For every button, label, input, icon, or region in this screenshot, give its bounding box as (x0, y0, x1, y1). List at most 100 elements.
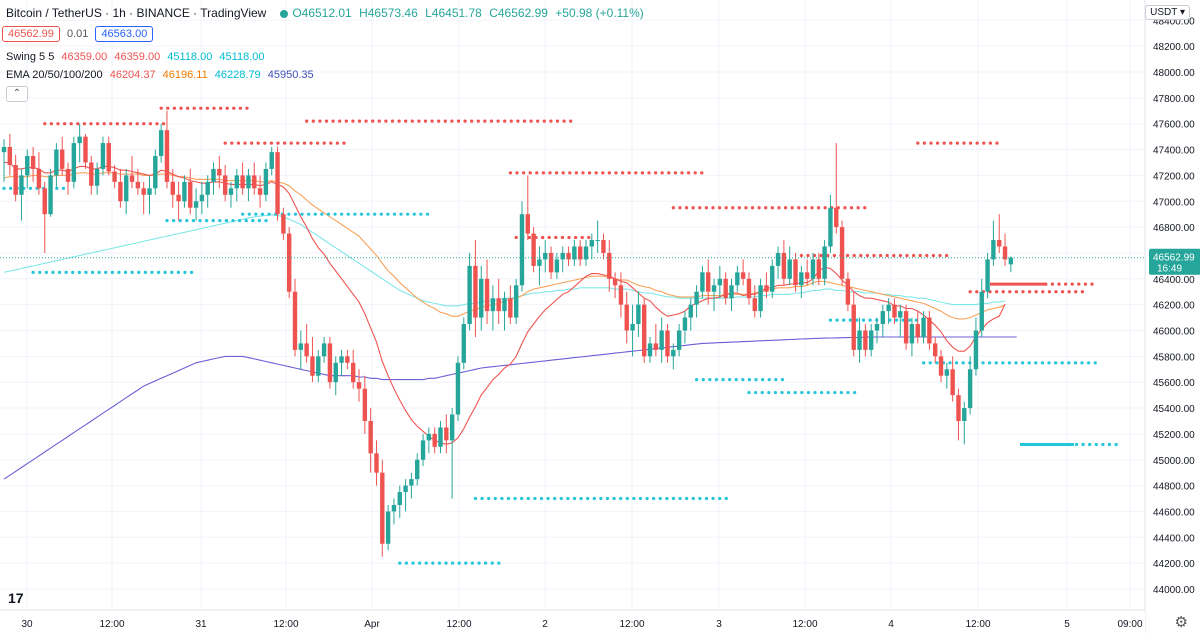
ema-legend[interactable]: EMA 20/50/100/200 46204.37 46196.11 4622… (6, 69, 318, 81)
candle-body (752, 298, 757, 312)
candle-body (770, 265, 775, 292)
candle-body (426, 433, 432, 441)
swing-legend[interactable]: Swing 5 5 46359.00 46359.00 45118.00 451… (6, 51, 269, 63)
candle-body (513, 285, 519, 318)
candle-body (182, 181, 187, 202)
candle-body (356, 382, 362, 389)
candle-body (222, 175, 228, 195)
candle-body (339, 356, 344, 363)
candle-body (601, 240, 606, 253)
time-tick-label: 12:00 (446, 619, 471, 630)
candle-body (479, 278, 484, 318)
candle-body (857, 330, 862, 350)
candle-body (432, 433, 437, 447)
candle-body (211, 168, 216, 182)
candle-body (967, 369, 973, 409)
candle-body (19, 175, 24, 195)
swing-value-1: 46359.00 (61, 51, 108, 63)
candle-body (48, 175, 53, 215)
candle-body (1, 146, 7, 153)
candle-body (927, 317, 932, 344)
price-axis: 44000.00 44200.00 44400.00 44600.00 44800.00… (1144, 0, 1200, 633)
candle-body (89, 162, 94, 186)
candle-body (903, 311, 909, 344)
gear-icon[interactable]: ⚙ (1174, 614, 1188, 631)
time-axis-bg (0, 610, 1145, 633)
candle-body (461, 324, 466, 363)
candle-body (822, 246, 827, 279)
candle-body (199, 194, 205, 202)
last-price-label: 46562.99 (1153, 253, 1195, 264)
candle-body (525, 214, 530, 234)
candle-body (83, 136, 88, 163)
candle-body (793, 259, 798, 286)
candle-body (566, 252, 571, 260)
candle-body (147, 188, 152, 195)
price-tick-label: 44600.00 (1153, 507, 1195, 518)
candle-body (874, 324, 880, 331)
tradingview-logo[interactable]: 17 (8, 590, 24, 606)
candle-body (915, 324, 920, 337)
time-tick-label: 2 (542, 619, 548, 630)
candle-body (775, 252, 781, 266)
currency-selector[interactable]: USDT ▾ (1145, 5, 1190, 20)
time-tick-label: 30 (21, 619, 33, 630)
candle-body (286, 233, 292, 292)
candle-body (124, 175, 129, 202)
sell-price[interactable]: 46562.99 (2, 26, 60, 42)
candle-body (647, 343, 653, 357)
ohlc-close: C46562.99 (489, 6, 548, 20)
candle-body (659, 330, 664, 350)
candle-body (25, 156, 30, 176)
candle-body (391, 504, 397, 512)
buy-price[interactable]: 46563.00 (95, 26, 154, 42)
symbol-title[interactable]: Bitcoin / TetherUS · 1h · BINANCE · Trad… (6, 6, 267, 20)
candle-body (868, 330, 874, 350)
candle-body (950, 369, 955, 396)
price-tick-label: 46800.00 (1153, 223, 1195, 234)
candle-body (374, 453, 379, 473)
time-tick-label: 09:00 (1117, 619, 1142, 630)
candle-body (129, 175, 135, 182)
candle-body (484, 278, 490, 312)
ema20-value: 46204.37 (109, 69, 156, 81)
chevron-up-icon[interactable]: ⌃ (6, 86, 28, 102)
candle-body (118, 181, 123, 202)
candle-body (449, 414, 455, 441)
candle-body (979, 291, 984, 331)
last-price-badge (1149, 248, 1200, 275)
ohlc-change: +50.98 (+0.11%) (555, 6, 644, 20)
candle-body (991, 240, 996, 260)
candle-body (176, 194, 181, 202)
time-tick-label: Apr (364, 619, 380, 630)
ohlc-low: L46451.78 (425, 6, 482, 20)
candle-body (909, 324, 915, 344)
candle-body (36, 168, 42, 189)
price-tick-label: 47400.00 (1153, 146, 1195, 157)
swing-value-3: 45118.00 (167, 51, 213, 63)
candle-body (729, 285, 734, 299)
candle-body (834, 207, 839, 228)
candle-body (333, 362, 338, 383)
candle-body (845, 278, 851, 305)
swing-label: Swing 5 5 (6, 51, 55, 63)
candle-body (810, 259, 816, 279)
candle-body (310, 356, 315, 376)
candle-body (676, 330, 682, 350)
ema20-line (4, 161, 1006, 445)
candle-body (263, 168, 269, 195)
candle-body (938, 356, 944, 376)
candle-body (700, 272, 705, 292)
candle-body (281, 214, 286, 234)
candle-body (327, 343, 333, 383)
candle-body (275, 152, 280, 215)
candle-body (304, 343, 309, 357)
price-tick-label: 48000.00 (1153, 68, 1195, 79)
candle-body (898, 311, 903, 318)
candle-body (205, 181, 210, 195)
candle-body (100, 143, 106, 169)
candle-body (694, 291, 699, 305)
candle-body (246, 175, 251, 189)
candle-body (944, 369, 950, 376)
